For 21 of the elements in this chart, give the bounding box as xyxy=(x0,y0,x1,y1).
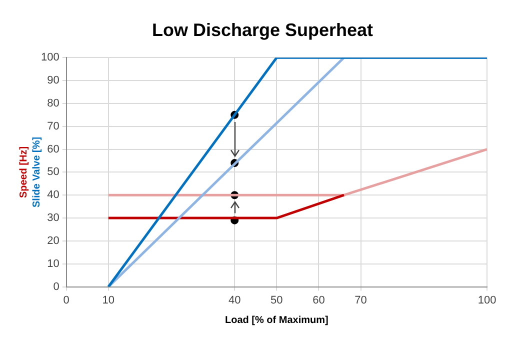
y-axis-title: Speed [Hz] Slide Valve [%] xyxy=(18,136,42,208)
y-tick-label: 80 xyxy=(47,97,60,110)
x-tick-label: 100 xyxy=(478,294,496,306)
x-tick-label: 40 xyxy=(228,294,241,306)
y-tick-label: 30 xyxy=(47,212,60,224)
y-tick-label: 20 xyxy=(47,234,60,247)
y-tick-label: 0 xyxy=(53,280,60,293)
y-tick-label: 90 xyxy=(47,74,60,87)
y-tick-label: 60 xyxy=(47,143,60,156)
y-tick-label: 100 xyxy=(40,52,60,64)
x-tick-label: 60 xyxy=(312,294,325,306)
y-tick-label: 10 xyxy=(47,258,60,270)
y-tick-label: 70 xyxy=(47,120,60,132)
x-tick-label: 0 xyxy=(63,294,70,306)
x-tick-label: 10 xyxy=(102,294,115,306)
y-tick-label: 50 xyxy=(47,166,60,178)
chart-title: Low Discharge Superheat xyxy=(152,20,374,40)
x-tick-label: 70 xyxy=(354,294,367,306)
y-tick-label: 40 xyxy=(47,189,60,202)
x-tick-label: 50 xyxy=(270,294,283,306)
x-axis-title: Load [% of Maximum] xyxy=(225,314,328,326)
